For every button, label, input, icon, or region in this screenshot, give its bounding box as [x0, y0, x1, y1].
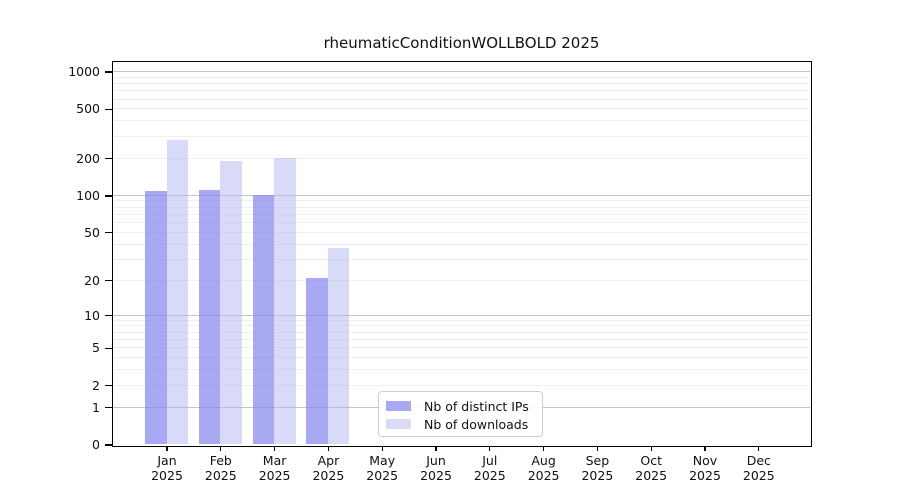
legend: Nb of distinct IPs Nb of downloads: [378, 391, 543, 437]
bar-distinct-ips-feb: [198, 190, 221, 445]
gridline: [112, 331, 810, 333]
gridline: [112, 108, 810, 110]
gridline: [112, 369, 810, 371]
y-tick-label: 100: [76, 187, 100, 203]
x-tick-mark: [650, 446, 652, 451]
bar-downloads-apr: [327, 248, 350, 445]
y-tick-label: 10: [84, 307, 100, 323]
bar-downloads-mar: [274, 157, 296, 445]
y-tick-mark: [105, 347, 112, 349]
bar-downloads-jan: [166, 140, 188, 445]
gridline: [112, 338, 810, 340]
chart-title: rheumaticConditionWOLLBOLD 2025: [323, 34, 600, 52]
gridline: [112, 279, 810, 281]
x-tick-label-apr: Apr 2025: [312, 453, 345, 483]
gridline: [112, 194, 810, 196]
x-tick-label-may: May 2025: [366, 453, 399, 483]
gridline: [112, 90, 810, 92]
x-tick-mark: [166, 446, 168, 451]
y-tick-label: 1: [92, 399, 100, 415]
gridline: [112, 384, 810, 386]
x-tick-label-sep: Sep 2025: [581, 453, 614, 483]
x-tick-mark: [435, 446, 437, 451]
gridline: [112, 120, 810, 122]
bar-distinct-ips-jan: [145, 191, 167, 445]
y-tick-mark: [105, 158, 112, 160]
gridline: [112, 206, 810, 208]
y-tick-mark: [105, 280, 112, 282]
y-tick-label: 500: [76, 101, 100, 117]
y-tick-mark: [105, 385, 112, 387]
bar-distinct-ips-mar: [252, 195, 275, 445]
x-tick-mark: [381, 446, 383, 451]
gridline: [112, 83, 810, 85]
x-tick-mark: [543, 446, 545, 451]
gridline: [112, 325, 810, 327]
gridline: [112, 319, 810, 321]
x-tick-label-jul: Jul 2025: [473, 453, 506, 483]
x-tick-label-mar: Mar 2025: [258, 453, 291, 483]
x-tick-label-dec: Dec 2025: [742, 453, 775, 483]
y-tick-mark: [105, 108, 112, 111]
x-tick-label-aug: Aug 2025: [527, 453, 560, 483]
x-tick-label-nov: Nov 2025: [689, 453, 721, 483]
x-tick-mark: [596, 446, 599, 451]
bar-distinct-ips-apr: [306, 277, 328, 445]
x-tick-label-oct: Oct 2025: [635, 453, 668, 483]
x-tick-mark: [704, 446, 706, 451]
gridline: [112, 243, 810, 245]
gridline: [112, 231, 810, 233]
plot-inner: [112, 62, 810, 445]
gridline: [112, 157, 810, 159]
x-tick-label-jan: Jan 2025: [151, 453, 183, 483]
legend-swatch-distinct-ips: [386, 401, 411, 411]
gridline: [112, 314, 810, 316]
legend-row-downloads: Nb of downloads: [386, 415, 542, 433]
y-tick-label: 5: [92, 340, 100, 356]
gridline: [112, 76, 810, 78]
x-tick-mark: [758, 446, 760, 451]
y-tick-mark: [105, 71, 112, 73]
gridline: [112, 71, 810, 72]
legend-swatch-downloads: [386, 419, 411, 429]
gridline: [112, 347, 810, 349]
x-tick-mark: [489, 446, 491, 451]
y-tick-label: 2: [92, 377, 100, 393]
gridline: [112, 135, 810, 137]
x-tick-label-feb: Feb 2025: [204, 453, 237, 483]
gridline: [112, 213, 810, 215]
x-tick-mark: [274, 446, 276, 451]
gridline: [112, 258, 810, 260]
y-tick-mark: [105, 314, 112, 317]
y-tick-mark: [105, 406, 112, 409]
y-tick-label: 0: [92, 437, 100, 452]
y-tick-label: 20: [84, 272, 100, 288]
legend-label-distinct-ips: Nb of distinct IPs: [424, 398, 529, 414]
y-tick-mark: [105, 444, 112, 446]
x-tick-mark: [327, 446, 330, 451]
y-tick-mark: [105, 232, 112, 234]
plot-area: [111, 60, 812, 447]
gridline: [112, 357, 810, 359]
y-tick-mark: [105, 195, 112, 197]
x-tick-mark: [220, 446, 222, 451]
y-tick-label: 50: [84, 224, 100, 240]
bar-downloads-feb: [220, 160, 242, 445]
y-tick-label: 200: [76, 150, 100, 166]
x-tick-label-jun: Jun 2025: [420, 453, 452, 483]
legend-row-distinct-ips: Nb of distinct IPs: [386, 397, 542, 415]
gridline: [112, 98, 810, 100]
gridline: [112, 222, 810, 224]
gridline: [112, 200, 810, 202]
y-tick-label: 1000: [68, 64, 100, 79]
legend-label-downloads: Nb of downloads: [424, 416, 529, 432]
